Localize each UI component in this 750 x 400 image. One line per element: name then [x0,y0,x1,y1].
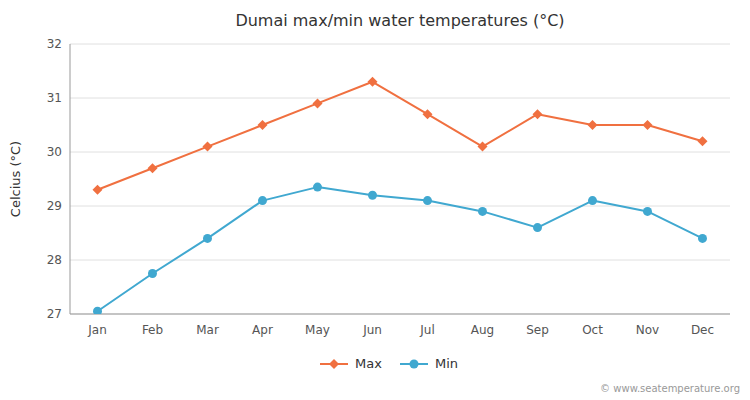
point [478,207,487,216]
watermark: © www.seatemperature.org [600,383,740,394]
x-tick-label: Feb [142,323,163,337]
chart: Dumai max/min water temperatures (°C) Cel… [0,0,750,400]
grid-line [70,260,730,261]
y-axis: 27 28 29 30 31 32 [47,37,730,321]
grid-line [70,152,730,153]
x-tick-label: Oct [582,323,603,337]
x-axis-line [70,314,730,315]
y-tick-label: 31 [47,91,62,105]
point [148,163,158,173]
x-tick-label: Sep [526,323,549,337]
legend-marker [410,360,419,369]
point [258,196,267,205]
y-tick-label: 29 [47,199,62,213]
series-line [98,82,703,190]
point [313,98,323,108]
point [478,142,488,152]
point [643,207,652,216]
point [203,142,213,152]
x-tick-label: Mar [196,323,219,337]
x-tick-label: Jun [362,323,382,337]
point [643,120,653,130]
series-line [98,187,703,311]
x-tick-label: Aug [471,323,494,337]
x-tick-label: Apr [252,323,273,337]
y-axis-label: Celcius (°C) [8,141,23,217]
point [588,120,598,130]
y-tick-label: 27 [47,307,62,321]
title: Dumai max/min water temperatures (°C) [235,11,564,30]
point [258,120,268,130]
y-axis-line [70,44,71,314]
legend-marker [329,359,339,369]
grid-line [70,44,730,45]
point [93,307,102,314]
x-tick-label: Jan [87,323,107,337]
point [698,234,707,243]
x-tick-label: Nov [636,323,659,337]
legend: Max Min [320,356,458,371]
grid-line [70,314,730,315]
y-tick-label: 30 [47,145,62,159]
point [313,183,322,192]
point [698,136,708,146]
point [93,185,103,195]
point [203,234,212,243]
grid-line [70,206,730,207]
legend-label: Min [435,356,458,371]
x-axis: Jan Feb Mar Apr May Jun Jul Aug Sep Oct Nov Dec [87,323,714,337]
y-tick-label: 28 [47,253,62,267]
point [588,196,597,205]
point [423,109,433,119]
point [533,109,543,119]
point [368,191,377,200]
plot-area [93,77,708,314]
point [423,196,432,205]
point [368,77,378,87]
point [533,223,542,232]
point [148,269,157,278]
x-tick-label: Jul [419,323,434,337]
x-tick-label: Dec [691,323,714,337]
legend-label: Max [355,356,382,371]
x-tick-label: May [305,323,330,337]
y-tick-label: 32 [47,37,62,51]
